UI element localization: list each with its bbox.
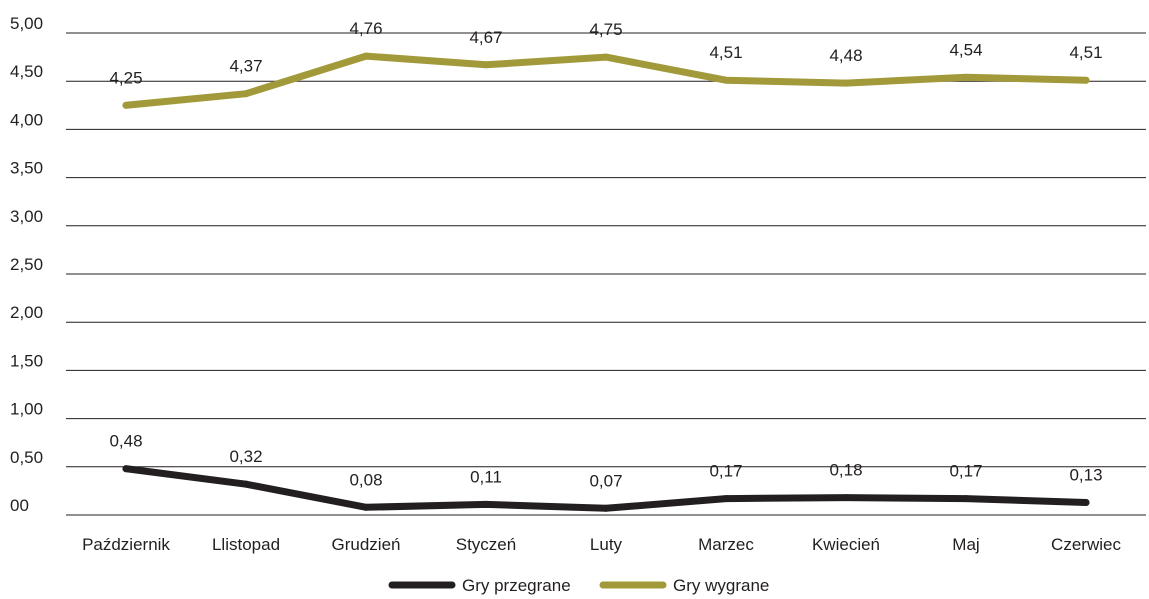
x-axis-categories: Październik Llistopad Grudzień Styczeń Luty M… [82,535,1121,554]
x-category-label: Październik [82,535,170,554]
data-point [962,495,970,503]
grid-layer [66,32,1146,516]
y-tick-label: 5,00 [10,14,43,33]
legend: Gry przegrane Gry wygrane [388,576,769,595]
y-tick-label: 2,00 [10,303,43,322]
x-category-label: Luty [590,535,623,554]
data-point [722,495,730,503]
y-tick-label: 3,00 [10,207,43,226]
y-tick-label: 2,50 [10,255,43,274]
y-tick-label: 0,50 [10,448,43,467]
data-label: 0,17 [709,462,742,481]
y-tick-label: 4,50 [10,62,43,81]
y-axis-ticks: 00 0,50 1,00 1,50 2,00 2,50 3,00 3,50 4,00 4,50 5,… [10,14,43,515]
data-label: 4,75 [589,20,622,39]
data-label: 4,48 [829,46,862,65]
data-label: 0,11 [470,467,502,486]
data-point [362,52,370,60]
data-label: 0,08 [349,470,382,489]
data-label: 0,13 [1069,465,1102,484]
data-label: 0,07 [589,471,622,490]
data-point [842,79,850,87]
legend-label: Gry przegrane [462,576,571,595]
data-point [842,494,850,502]
data-point [722,76,730,84]
data-label: 0,18 [829,461,862,480]
data-point [482,500,490,508]
data-label: 4,67 [469,28,502,47]
series-layer [122,52,1090,512]
x-category-label: Styczeń [456,535,516,554]
data-point [122,101,130,109]
data-label: 0,17 [949,462,982,481]
data-point [602,504,610,512]
data-point [482,61,490,69]
data-label: 4,51 [1069,43,1102,62]
legend-label: Gry wygrane [673,576,769,595]
data-labels: 0,48 0,32 0,08 0,11 0,07 0,17 0,18 0,17 0,13 4,25… [109,19,1102,490]
data-point [122,465,130,473]
data-point [242,480,250,488]
x-category-label: Maj [952,535,979,554]
y-tick-label: 1,50 [10,351,43,370]
data-label: 0,32 [229,447,262,466]
data-point [1082,76,1090,84]
data-label: 4,25 [109,68,142,87]
y-tick-label: 3,50 [10,159,43,178]
data-label: 4,54 [949,40,982,59]
data-point [362,503,370,511]
x-category-label: Grudzień [332,535,401,554]
data-label: 0,48 [109,432,142,451]
y-tick-label: 00 [10,496,29,515]
data-point [602,53,610,61]
data-label: 4,51 [709,43,742,62]
data-point [242,90,250,98]
data-point [1082,498,1090,506]
x-category-label: Llistopad [212,535,280,554]
data-label: 4,37 [229,57,262,76]
y-tick-label: 1,00 [10,400,43,419]
x-category-label: Kwiecień [812,535,880,554]
x-category-label: Marzec [698,535,754,554]
y-tick-label: 4,00 [10,110,43,129]
x-category-label: Czerwiec [1051,535,1121,554]
data-point [962,73,970,81]
data-label: 4,76 [349,19,382,38]
